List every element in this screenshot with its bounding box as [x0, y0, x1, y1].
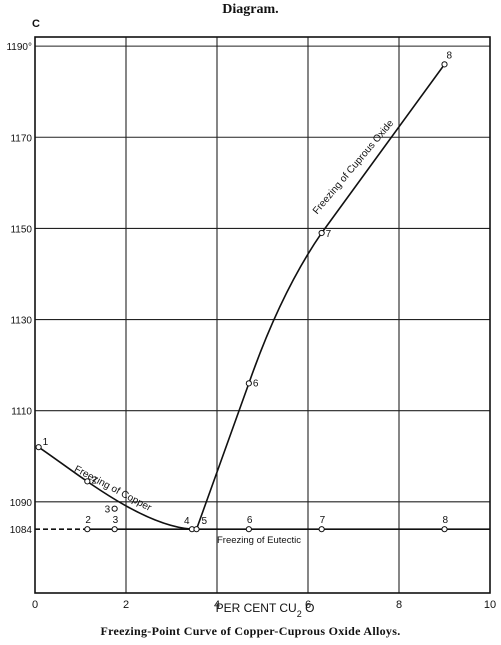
x-tick-label: 8 — [396, 599, 402, 611]
eutectic-point-marker — [441, 526, 448, 533]
eutectic-point-label: 7 — [320, 515, 326, 526]
oxide-point-marker — [193, 526, 200, 533]
curves — [35, 63, 490, 530]
eutectic-point-label: 3 — [113, 515, 119, 526]
eutectic-point-marker — [84, 526, 91, 533]
data-points: 1 2 3 4 5 6 7 8 2 3 6 7 8 — [35, 50, 453, 533]
y-tick-label: 1170 — [10, 133, 32, 144]
eutectic-point-marker — [318, 526, 325, 533]
eutectic-point-label: 2 — [85, 515, 91, 526]
x-axis-label: PER CENT CU2 O — [216, 601, 315, 619]
x-tick-label: 0 — [32, 599, 38, 611]
copper-point-marker — [84, 478, 91, 485]
copper-point-label: 3 — [105, 505, 111, 516]
grid-lines — [35, 37, 490, 593]
x-tick-label: 6 — [305, 599, 311, 611]
y-tick-label: 1090 — [10, 498, 33, 509]
plot-frame — [34, 36, 491, 594]
tick-labels: 0 2 4 6 8 10 1090 1110 1130 1150 1170 1190° 1084 — [6, 42, 496, 611]
y-axis-label: C — [32, 18, 40, 30]
curve-label-cuprous-oxide: Freezing of Cuprous Oxide — [311, 118, 397, 217]
copper-point-marker — [111, 505, 118, 512]
x-tick-label: 10 — [484, 599, 496, 611]
eutectic-point-label: 8 — [443, 515, 449, 526]
diagram-heading: Diagram. — [222, 2, 279, 17]
eutectic-point-marker — [111, 526, 118, 533]
cuprous-oxide-freezing-curve — [195, 63, 446, 530]
y-tick-label: 1110 — [11, 407, 32, 418]
oxide-point-label: 8 — [447, 50, 453, 61]
copper-point-label: 4 — [184, 516, 190, 527]
oxide-point-label: 5 — [202, 516, 208, 527]
x-tick-label: 4 — [214, 599, 220, 611]
x-tick-label: 2 — [123, 599, 129, 611]
copper-point-label: 2 — [91, 475, 97, 486]
oxide-point-label: 6 — [253, 378, 259, 389]
y-tick-label: 1084 — [10, 525, 33, 536]
oxide-point-marker — [441, 61, 448, 68]
oxide-point-marker — [245, 380, 252, 387]
oxide-point-marker — [318, 229, 325, 237]
oxide-point-label: 7 — [326, 229, 332, 240]
y-tick-label: 1190° — [6, 42, 32, 53]
curve-label-eutectic: Freezing of Eutectic — [217, 535, 301, 546]
y-tick-label: 1150 — [10, 224, 32, 235]
copper-point-label: 1 — [43, 437, 49, 448]
eutectic-point-label: 6 — [247, 515, 253, 526]
copper-freezing-curve — [38, 446, 193, 530]
eutectic-point-marker — [245, 526, 252, 533]
y-tick-label: 1130 — [10, 316, 32, 327]
copper-point-marker — [35, 444, 42, 451]
figure-caption: Freezing-Point Curve of Copper-Cuprous O… — [100, 624, 401, 638]
